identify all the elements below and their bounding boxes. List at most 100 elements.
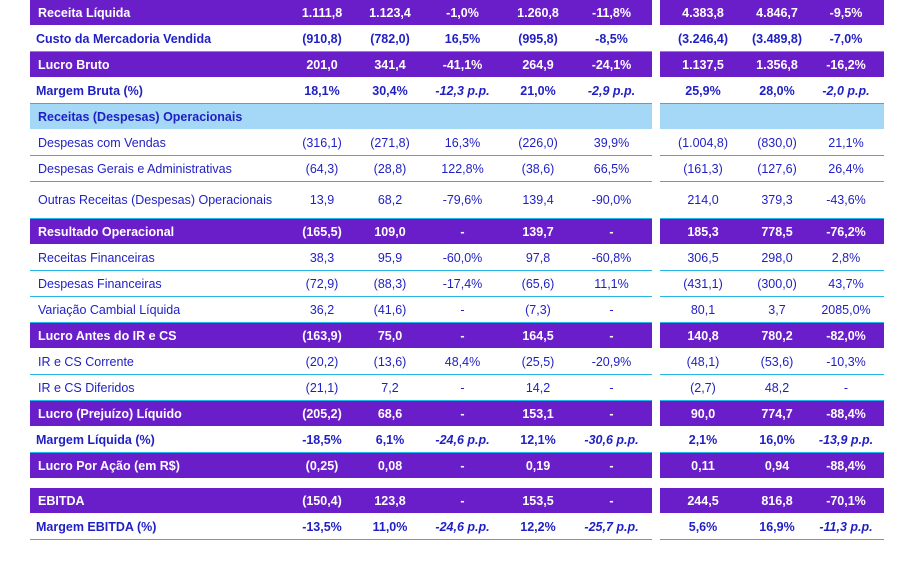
value-cell: 0,08 xyxy=(360,453,420,479)
value-cell xyxy=(660,104,746,130)
value-cell: 80,1 xyxy=(660,297,746,323)
value-cell: 201,0 xyxy=(284,52,360,78)
value-cell: - xyxy=(420,323,505,349)
value-cell: 68,2 xyxy=(360,182,420,219)
row-label: Variação Cambial Líquida xyxy=(30,297,284,323)
value-cell: (72,9) xyxy=(284,271,360,297)
row-label: Receitas (Despesas) Operacionais xyxy=(30,104,284,130)
column-gap xyxy=(652,130,660,156)
value-cell xyxy=(284,479,360,488)
value-cell: -30,6 p.p. xyxy=(571,427,652,453)
value-cell: 16,5% xyxy=(420,26,505,52)
value-cell: 153,5 xyxy=(505,488,571,514)
value-cell xyxy=(360,479,420,488)
value-cell: 306,5 xyxy=(660,245,746,271)
value-cell: 48,4% xyxy=(420,349,505,375)
value-cell: -8,5% xyxy=(571,26,652,52)
value-cell: (65,6) xyxy=(505,271,571,297)
value-cell: 13,9 xyxy=(284,182,360,219)
value-cell: 48,2 xyxy=(746,375,808,401)
column-gap xyxy=(652,271,660,297)
row-label: Outras Receitas (Despesas) Operacionais xyxy=(30,182,284,219)
column-gap xyxy=(652,401,660,427)
value-cell: -24,6 p.p. xyxy=(420,427,505,453)
value-cell: 18,1% xyxy=(284,78,360,104)
table-row: Outras Receitas (Despesas) Operacionais 1… xyxy=(30,182,884,219)
value-cell: 122,8% xyxy=(420,156,505,182)
value-cell: 90,0 xyxy=(660,401,746,427)
value-cell: 21,1% xyxy=(808,130,884,156)
value-cell xyxy=(660,479,746,488)
value-cell: - xyxy=(571,453,652,479)
value-cell xyxy=(420,479,505,488)
value-cell: - xyxy=(420,375,505,401)
value-cell: (28,8) xyxy=(360,156,420,182)
row-label: Lucro (Prejuízo) Líquido xyxy=(30,401,284,427)
row-label: Receita Líquida xyxy=(30,0,284,26)
value-cell: -13,9 p.p. xyxy=(808,427,884,453)
table-row: Despesas com Vendas (316,1) (271,8) 16,3% (2… xyxy=(30,130,884,156)
value-cell: -2,9 p.p. xyxy=(571,78,652,104)
value-cell: -12,3 p.p. xyxy=(420,78,505,104)
value-cell xyxy=(746,104,808,130)
row-label: EBITDA xyxy=(30,488,284,514)
value-cell: -90,0% xyxy=(571,182,652,219)
value-cell: 68,6 xyxy=(360,401,420,427)
value-cell: -17,4% xyxy=(420,271,505,297)
value-cell: -7,0% xyxy=(808,26,884,52)
value-cell: -1,0% xyxy=(420,0,505,26)
table-row: Lucro Bruto 201,0 341,4 -41,1% 264,9 -24,1% 1.… xyxy=(30,52,884,78)
value-cell: (20,2) xyxy=(284,349,360,375)
column-gap xyxy=(652,488,660,514)
value-cell: 1.260,8 xyxy=(505,0,571,26)
value-cell: -24,1% xyxy=(571,52,652,78)
value-cell: 153,1 xyxy=(505,401,571,427)
value-cell xyxy=(808,479,884,488)
value-cell: -10,3% xyxy=(808,349,884,375)
table-row: Resultado Operacional (165,5) 109,0-139,7-… xyxy=(30,219,884,245)
row-label: Margem Líquida (%) xyxy=(30,427,284,453)
value-cell: 3,7 xyxy=(746,297,808,323)
value-cell: (2,7) xyxy=(660,375,746,401)
value-cell: 109,0 xyxy=(360,219,420,245)
value-cell: (830,0) xyxy=(746,130,808,156)
value-cell: 1.123,4 xyxy=(360,0,420,26)
value-cell: 16,9% xyxy=(746,514,808,540)
value-cell: -16,2% xyxy=(808,52,884,78)
table-row: Receitas (Despesas) Operacionais xyxy=(30,104,884,130)
row-label: Margem EBITDA (%) xyxy=(30,514,284,540)
value-cell: - xyxy=(420,488,505,514)
value-cell: - xyxy=(571,401,652,427)
value-cell: 379,3 xyxy=(746,182,808,219)
value-cell: - xyxy=(571,297,652,323)
value-cell: 185,3 xyxy=(660,219,746,245)
value-cell: (1.004,8) xyxy=(660,130,746,156)
column-gap xyxy=(652,479,660,488)
value-cell: (163,9) xyxy=(284,323,360,349)
value-cell: 139,4 xyxy=(505,182,571,219)
row-label: Despesas Gerais e Administrativas xyxy=(30,156,284,182)
column-gap xyxy=(652,297,660,323)
value-cell: 97,8 xyxy=(505,245,571,271)
table-row: IR e CS Diferidos (21,1) 7,2-14,2- (2,7) 48,… xyxy=(30,375,884,401)
value-cell: -20,9% xyxy=(571,349,652,375)
value-cell: 140,8 xyxy=(660,323,746,349)
value-cell: 12,1% xyxy=(505,427,571,453)
value-cell: (226,0) xyxy=(505,130,571,156)
value-cell: 7,2 xyxy=(360,375,420,401)
value-cell: (38,6) xyxy=(505,156,571,182)
value-cell: (165,5) xyxy=(284,219,360,245)
value-cell: (3.489,8) xyxy=(746,26,808,52)
value-cell: 75,0 xyxy=(360,323,420,349)
income-statement-table: Receita Líquida 1.111,8 1.123,4 -1,0% 1.260,… xyxy=(30,0,884,540)
value-cell: 2,1% xyxy=(660,427,746,453)
value-cell xyxy=(571,479,652,488)
value-cell: 2085,0% xyxy=(808,297,884,323)
value-cell: -60,0% xyxy=(420,245,505,271)
value-cell: 5,6% xyxy=(660,514,746,540)
column-gap xyxy=(652,453,660,479)
column-gap xyxy=(652,375,660,401)
table-row: Margem Líquida (%) -18,5% 6,1% -24,6 p.p. 12… xyxy=(30,427,884,453)
value-cell: - xyxy=(571,219,652,245)
row-label: Lucro Bruto xyxy=(30,52,284,78)
